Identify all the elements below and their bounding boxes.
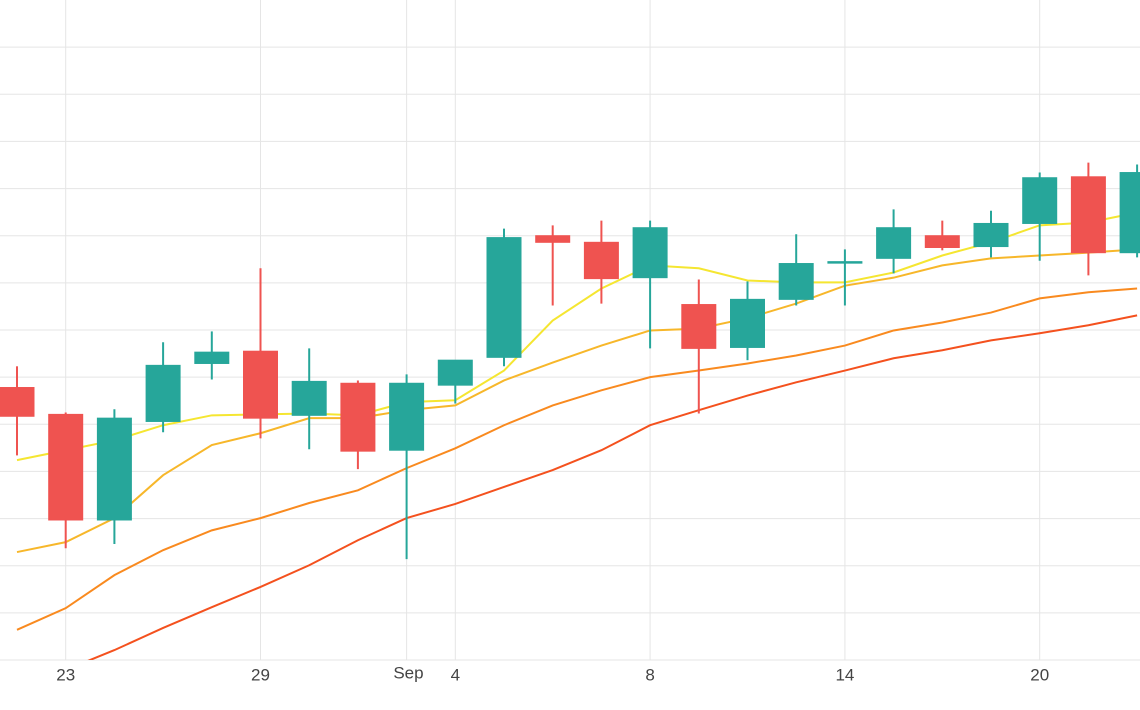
ma-line <box>87 314 1138 660</box>
x-tick-label: 20 <box>1030 665 1049 684</box>
candle-body <box>96 417 132 521</box>
moving-averages <box>16 211 1138 660</box>
candle-body <box>827 261 863 264</box>
candles <box>0 162 1140 560</box>
candle-body <box>730 298 765 348</box>
ma-line <box>16 248 1138 554</box>
candle-body <box>243 350 278 419</box>
x-tick-label: Sep <box>393 663 423 682</box>
candle-body <box>1022 177 1058 224</box>
candle-body <box>632 227 668 279</box>
candle-body <box>924 235 960 248</box>
candle-body <box>681 304 717 349</box>
x-tick-label: 8 <box>645 665 654 684</box>
candle-body <box>145 364 181 422</box>
x-axis: 23 29 Sep 4 8 14 20 <box>56 663 1049 684</box>
candle-body <box>194 351 230 364</box>
candle-body <box>583 241 619 280</box>
candle-body <box>291 380 327 416</box>
candle-body <box>486 237 522 358</box>
candle-body <box>973 222 1009 248</box>
candle-body <box>437 359 473 386</box>
candle-body <box>389 382 425 451</box>
x-tick-label: 23 <box>56 665 75 684</box>
candle-body <box>535 235 571 243</box>
candle-body <box>1119 172 1140 254</box>
candle-body <box>1070 176 1106 254</box>
candle-body <box>876 227 912 259</box>
x-tick-label: 29 <box>251 665 270 684</box>
x-tick-label: 4 <box>451 665 460 684</box>
x-tick-label: 14 <box>835 665 854 684</box>
ma-line <box>16 211 1138 462</box>
grid <box>0 0 1140 661</box>
ma-line <box>16 287 1138 631</box>
candle-body <box>0 387 35 417</box>
candle-body <box>48 413 84 521</box>
candle-body <box>778 263 814 300</box>
candle-body <box>340 382 376 452</box>
